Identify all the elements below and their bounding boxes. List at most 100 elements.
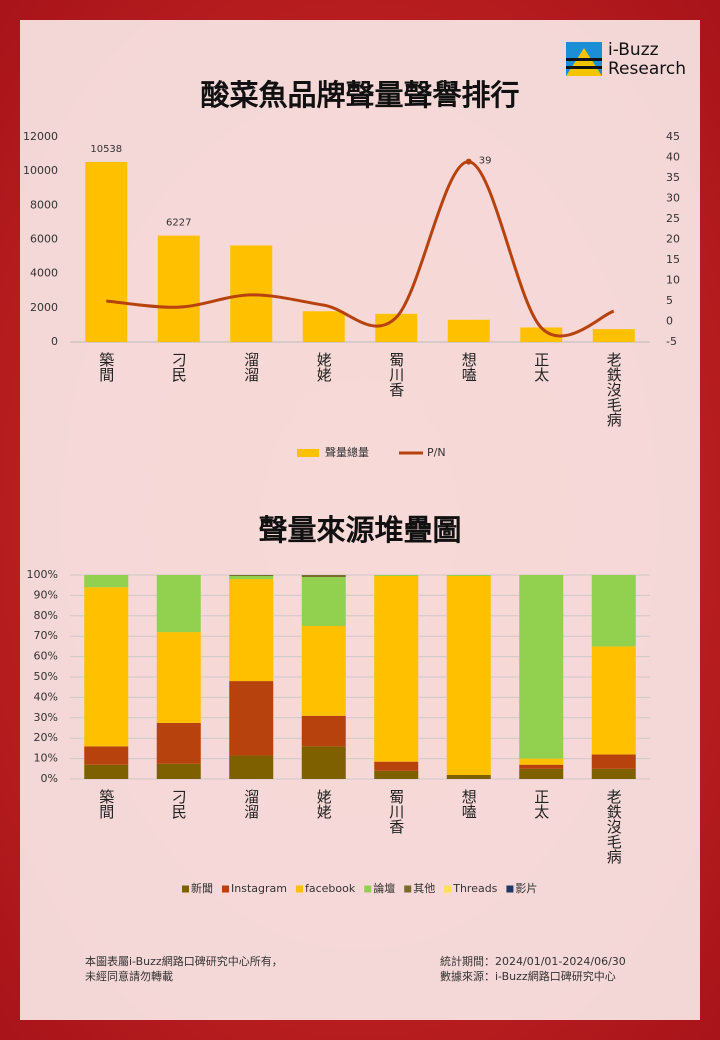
y-tick-label: 25 [666, 212, 680, 225]
bar-segment [519, 758, 564, 765]
bar-segment [229, 755, 274, 779]
legend-label: 聲量總量 [325, 445, 369, 459]
legend-swatch [297, 449, 319, 457]
bar-segment [301, 575, 346, 578]
x-tick-label: 想嗑 [460, 352, 478, 382]
marker [465, 158, 472, 165]
bar-segment [374, 576, 419, 762]
y-tick-label: 4000 [30, 267, 58, 280]
legend-swatch [295, 885, 303, 893]
legend-label: 論壇 [373, 881, 395, 895]
bar [520, 327, 563, 342]
bar-segment [519, 764, 564, 769]
bar-segment [84, 587, 129, 747]
logo-icon [566, 42, 602, 76]
legend-label: P/N [427, 446, 446, 459]
panel [20, 20, 700, 1020]
legend-swatch [444, 885, 452, 893]
bar-segment [229, 576, 274, 580]
bar-segment [446, 774, 491, 779]
x-tick-label: 想嗑 [460, 789, 478, 819]
bar-segment [591, 754, 636, 769]
bar [447, 319, 490, 342]
bar-segment [519, 768, 564, 779]
y-tick-label: 40 [666, 151, 680, 164]
y-tick-label: 0 [666, 315, 673, 328]
bar-segment [591, 768, 636, 779]
bar-segment [591, 646, 636, 755]
y-tick-label: 10000 [23, 164, 58, 177]
bar [302, 311, 345, 342]
bar-segment [374, 770, 419, 779]
y-tick-label: 30% [34, 711, 58, 724]
bar-segment [591, 575, 636, 647]
bar [157, 235, 200, 342]
legend-label: Threads [452, 882, 497, 895]
legend-label: Instagram [231, 882, 287, 895]
bar-segment [84, 746, 129, 765]
x-tick-label: 正太 [532, 789, 550, 819]
y-tick-label: 50% [34, 670, 58, 683]
y-tick-label: 70% [34, 629, 58, 642]
y-tick-label: 35 [666, 171, 680, 184]
y-tick-label: 40% [34, 690, 58, 703]
legend-label: 新聞 [191, 881, 213, 895]
data-label: 39 [479, 156, 492, 167]
x-tick-label: 老鉄沒毛病 [605, 789, 623, 865]
y-tick-label: 45 [666, 130, 680, 143]
x-tick-label: 正太 [532, 352, 550, 382]
y-tick-label: 30 [666, 192, 680, 205]
logo-text: Research [608, 59, 686, 79]
bar-segment [301, 577, 346, 626]
y-tick-label: 5 [666, 294, 673, 307]
x-tick-label: 姥姥 [315, 789, 333, 820]
y-tick-label: -5 [666, 335, 677, 348]
bar-segment [446, 576, 491, 775]
y-tick-label: 60% [34, 650, 58, 663]
y-tick-label: 80% [34, 609, 58, 622]
bar-segment [156, 632, 201, 723]
logo-text: i-Buzz [608, 40, 659, 60]
y-tick-label: 100% [27, 568, 58, 581]
bar-segment [301, 715, 346, 747]
x-tick-label: 蜀川香 [387, 352, 405, 397]
bar-segment [156, 722, 201, 764]
bar-segment [156, 575, 201, 633]
bar-segment [84, 764, 129, 779]
x-tick-label: 老鉄沒毛病 [605, 352, 623, 428]
bar-segment [446, 575, 491, 577]
y-tick-label: 90% [34, 588, 58, 601]
bar-segment [229, 575, 274, 577]
bar-segment [229, 579, 274, 682]
footer-text: 統計期間：2024/01/01-2024/06/30 [440, 954, 626, 968]
y-tick-label: 20% [34, 731, 58, 744]
bar-segment [519, 575, 564, 759]
footer-text: 數據來源：i-Buzz網路口碑研究中心 [440, 969, 616, 983]
chart-title: 聲量來源堆疊圖 [258, 513, 461, 547]
x-tick-label: 蜀川香 [387, 789, 405, 834]
y-tick-label: 6000 [30, 233, 58, 246]
legend-swatch [506, 885, 514, 893]
x-tick-label: 築間 [97, 788, 115, 820]
x-tick-label: 刁民 [170, 789, 188, 820]
bar-segment [374, 761, 419, 771]
y-tick-label: 10 [666, 274, 680, 287]
bar-segment [301, 626, 346, 716]
x-tick-label: 築間 [97, 351, 115, 383]
y-tick-label: 8000 [30, 198, 58, 211]
x-tick-label: 溜溜 [242, 789, 260, 819]
legend-swatch [364, 885, 372, 893]
y-tick-label: 15 [666, 253, 680, 266]
y-tick-label: 20 [666, 233, 680, 246]
data-label: 6227 [166, 218, 191, 229]
y-tick-label: 0% [41, 772, 58, 785]
y-tick-label: 10% [34, 752, 58, 765]
footer-text: 本圖表屬i-Buzz網路口碑研究中心所有， [85, 954, 283, 968]
bar [85, 161, 128, 342]
y-tick-label: 12000 [23, 130, 58, 143]
legend-swatch [182, 885, 189, 893]
legend-swatch [222, 885, 229, 893]
data-label: 10538 [90, 144, 122, 155]
y-tick-label: 0 [51, 335, 58, 348]
bar [592, 329, 635, 342]
